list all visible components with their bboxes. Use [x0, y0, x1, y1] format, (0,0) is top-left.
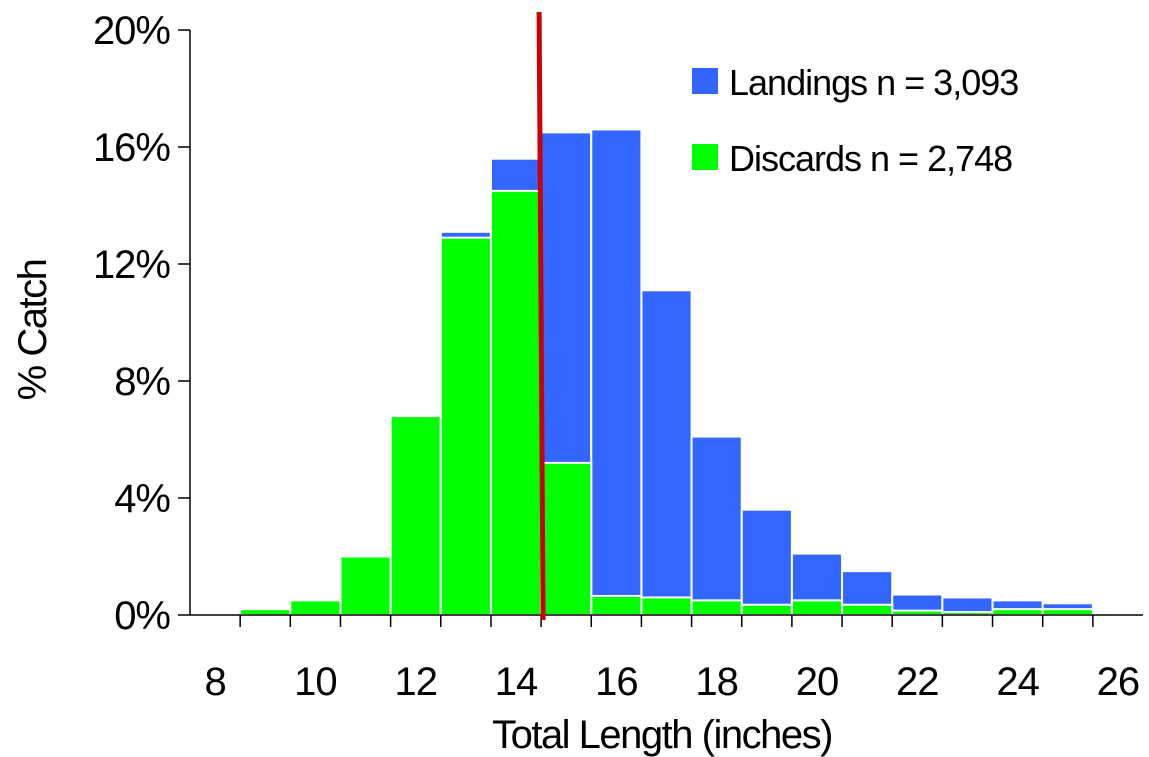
y-axis-title: % Catch — [11, 260, 55, 401]
bar-landings-8 — [640, 289, 693, 616]
bar-landings-9 — [690, 435, 743, 617]
bar-discards-4 — [439, 236, 492, 617]
bar-landings-10 — [740, 508, 793, 617]
y-tick-label: 20% — [93, 9, 170, 53]
bar-landings-7 — [590, 128, 643, 616]
bar-discards-16 — [1041, 608, 1094, 617]
x-tick-label: 20 — [796, 660, 839, 704]
x-tick-label: 18 — [695, 660, 738, 704]
y-tick-label: 0% — [114, 594, 170, 638]
bar-discards-9 — [690, 599, 743, 616]
y-tick-label: 12% — [93, 243, 170, 287]
legend-label-landings: Landings n = 3,093 — [729, 62, 1018, 103]
bar-discards-8 — [640, 596, 693, 617]
bar-discards-10 — [740, 603, 793, 617]
y-tick-label: 16% — [93, 126, 170, 170]
reference-line — [536, 11, 546, 621]
y-tick-label: 4% — [114, 477, 170, 521]
bars-layer — [239, 128, 1094, 617]
x-tick-label: 26 — [1097, 660, 1140, 704]
bar-discards-6 — [540, 461, 593, 616]
x-tick-label: 8 — [204, 660, 225, 704]
x-tick-label: 14 — [495, 660, 538, 704]
y-tick-label: 8% — [114, 360, 170, 404]
y-axis: 0% 4% 8% 12% 16% 20% — [93, 9, 191, 638]
bar-discards-5 — [489, 189, 543, 616]
x-axis: 8 10 12 14 16 18 20 22 24 26 — [190, 614, 1143, 704]
y-ticks: 0% 4% 8% 12% 16% 20% — [93, 9, 190, 638]
x-axis-title: Total Length (inches) — [492, 713, 832, 757]
legend-label-discards: Discards n = 2,748 — [729, 138, 1012, 179]
bar-discards-12 — [841, 603, 894, 617]
bar-discards-7 — [590, 594, 643, 616]
x-tick-label: 24 — [996, 660, 1039, 704]
bar-discards-1 — [289, 599, 342, 616]
legend-swatch-discards — [692, 144, 718, 170]
x-tick-label: 12 — [394, 660, 437, 704]
bar-discards-3 — [389, 415, 442, 616]
x-tick-label: 16 — [595, 660, 638, 704]
bar-discards-2 — [339, 555, 392, 616]
legend-swatch-landings — [692, 68, 718, 94]
x-ticks: 8 10 12 14 16 18 20 22 24 26 — [204, 615, 1140, 704]
bar-discards-15 — [991, 608, 1044, 617]
bar-discards-0 — [239, 608, 292, 617]
x-tick-label: 10 — [294, 660, 337, 704]
x-tick-label: 22 — [896, 660, 939, 704]
legend: Landings n = 3,093 Discards n = 2,748 — [692, 62, 1019, 179]
bar-discards-11 — [790, 599, 844, 616]
